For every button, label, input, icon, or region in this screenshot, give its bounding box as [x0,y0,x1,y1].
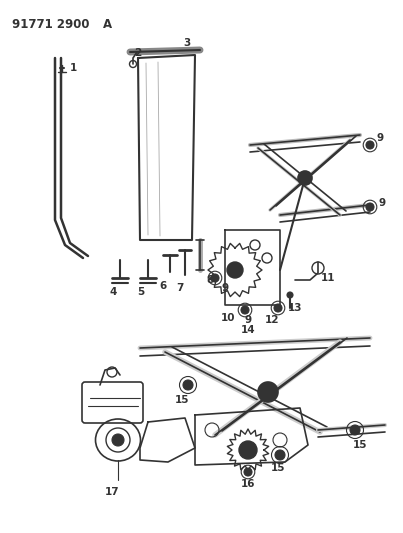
Text: 9: 9 [221,283,229,293]
Text: 13: 13 [288,303,302,313]
Text: 9: 9 [378,198,386,208]
Text: 6: 6 [159,281,166,291]
Circle shape [274,304,282,312]
Text: 2: 2 [134,48,141,58]
Text: 5: 5 [137,287,145,297]
Text: 9: 9 [245,315,251,325]
Circle shape [112,434,124,446]
Text: 15: 15 [353,440,367,450]
Text: 3: 3 [183,38,191,48]
Circle shape [366,203,374,211]
Circle shape [298,171,312,185]
Text: 14: 14 [241,325,256,335]
Text: 1: 1 [69,63,77,73]
Text: 16: 16 [241,479,255,489]
Circle shape [366,141,374,149]
Text: A: A [103,18,112,31]
Text: 17: 17 [105,487,119,497]
Circle shape [211,274,219,282]
Circle shape [350,425,360,435]
Circle shape [263,387,273,397]
Circle shape [275,450,285,460]
Circle shape [239,441,257,459]
Text: 7: 7 [177,283,184,293]
Circle shape [231,266,239,274]
Text: 9: 9 [376,133,384,143]
Text: 11: 11 [321,273,335,283]
Circle shape [258,382,278,402]
Circle shape [244,446,252,454]
Text: 91771 2900: 91771 2900 [12,18,89,31]
Circle shape [183,380,193,390]
Text: 15: 15 [175,395,189,405]
Circle shape [241,306,249,314]
Text: 4: 4 [109,287,117,297]
Text: 12: 12 [265,315,279,325]
Text: 10: 10 [221,313,235,323]
Circle shape [301,174,309,182]
Text: 8: 8 [206,275,214,285]
Circle shape [244,468,252,476]
Circle shape [227,262,243,278]
Text: 15: 15 [271,463,285,473]
Circle shape [287,292,293,298]
